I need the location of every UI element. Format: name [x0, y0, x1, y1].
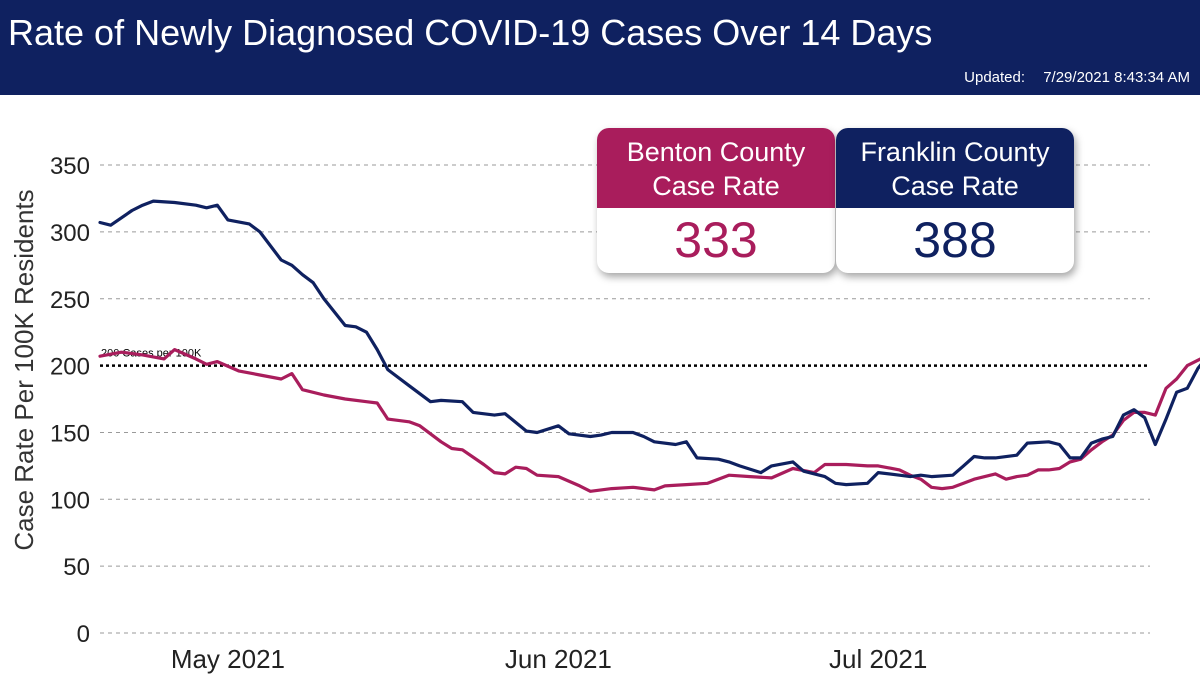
- page-title: Rate of Newly Diagnosed COVID-19 Cases O…: [8, 12, 933, 53]
- x-tick-label-1: Jun 2021: [505, 644, 612, 674]
- franklin-case-rate-card: Franklin County Case Rate 388: [836, 128, 1074, 273]
- x-axis-ticks: May 2021 Jun 2021 Jul 2021: [171, 644, 928, 674]
- y-tick-label-250: 250: [50, 287, 90, 314]
- benton-case-rate-value: 333: [674, 212, 758, 268]
- series-line-benton-county: [98, 348, 1200, 493]
- case-rate-chart: 200 Cases per 100K 0 50 100 150 200 250 300 350…: [9, 153, 1200, 674]
- y-axis-label: Case Rate Per 100K Residents: [9, 189, 39, 550]
- series-lines: [98, 199, 1200, 493]
- y-axis-ticks: 0 50 100 150 200 250 300 350: [50, 153, 90, 648]
- franklin-card-header: Franklin County Case Rate: [836, 128, 1074, 208]
- updated-value: 7/29/2021 8:43:34 AM: [1043, 69, 1190, 86]
- y-tick-label-350: 350: [50, 153, 90, 180]
- x-tick-label-0: May 2021: [171, 644, 285, 674]
- benton-case-rate-card: Benton County Case Rate 333: [597, 128, 835, 273]
- benton-card-title: Benton County: [626, 137, 806, 167]
- franklin-card-subtitle: Case Rate: [891, 171, 1019, 201]
- header-bar: Rate of Newly Diagnosed COVID-19 Cases O…: [0, 0, 1200, 95]
- y-tick-label-200: 200: [50, 354, 90, 381]
- series-line-franklin-county: [98, 199, 1200, 487]
- x-tick-label-2: Jul 2021: [829, 644, 927, 674]
- y-tick-label-50: 50: [63, 554, 90, 581]
- y-tick-label-0: 0: [77, 621, 90, 648]
- y-tick-label-100: 100: [50, 487, 90, 514]
- benton-card-subtitle: Case Rate: [652, 171, 780, 201]
- franklin-card-title: Franklin County: [860, 137, 1050, 167]
- franklin-case-rate-value: 388: [913, 212, 997, 268]
- y-tick-label-300: 300: [50, 220, 90, 247]
- y-tick-label-150: 150: [50, 420, 90, 447]
- reference-line-group: 200 Cases per 100K: [100, 348, 1150, 367]
- updated-label: Updated:: [964, 69, 1026, 86]
- benton-card-header: Benton County Case Rate: [597, 128, 835, 208]
- updated-timestamp: Updated: 7/29/2021 8:43:34 AM: [964, 69, 1190, 86]
